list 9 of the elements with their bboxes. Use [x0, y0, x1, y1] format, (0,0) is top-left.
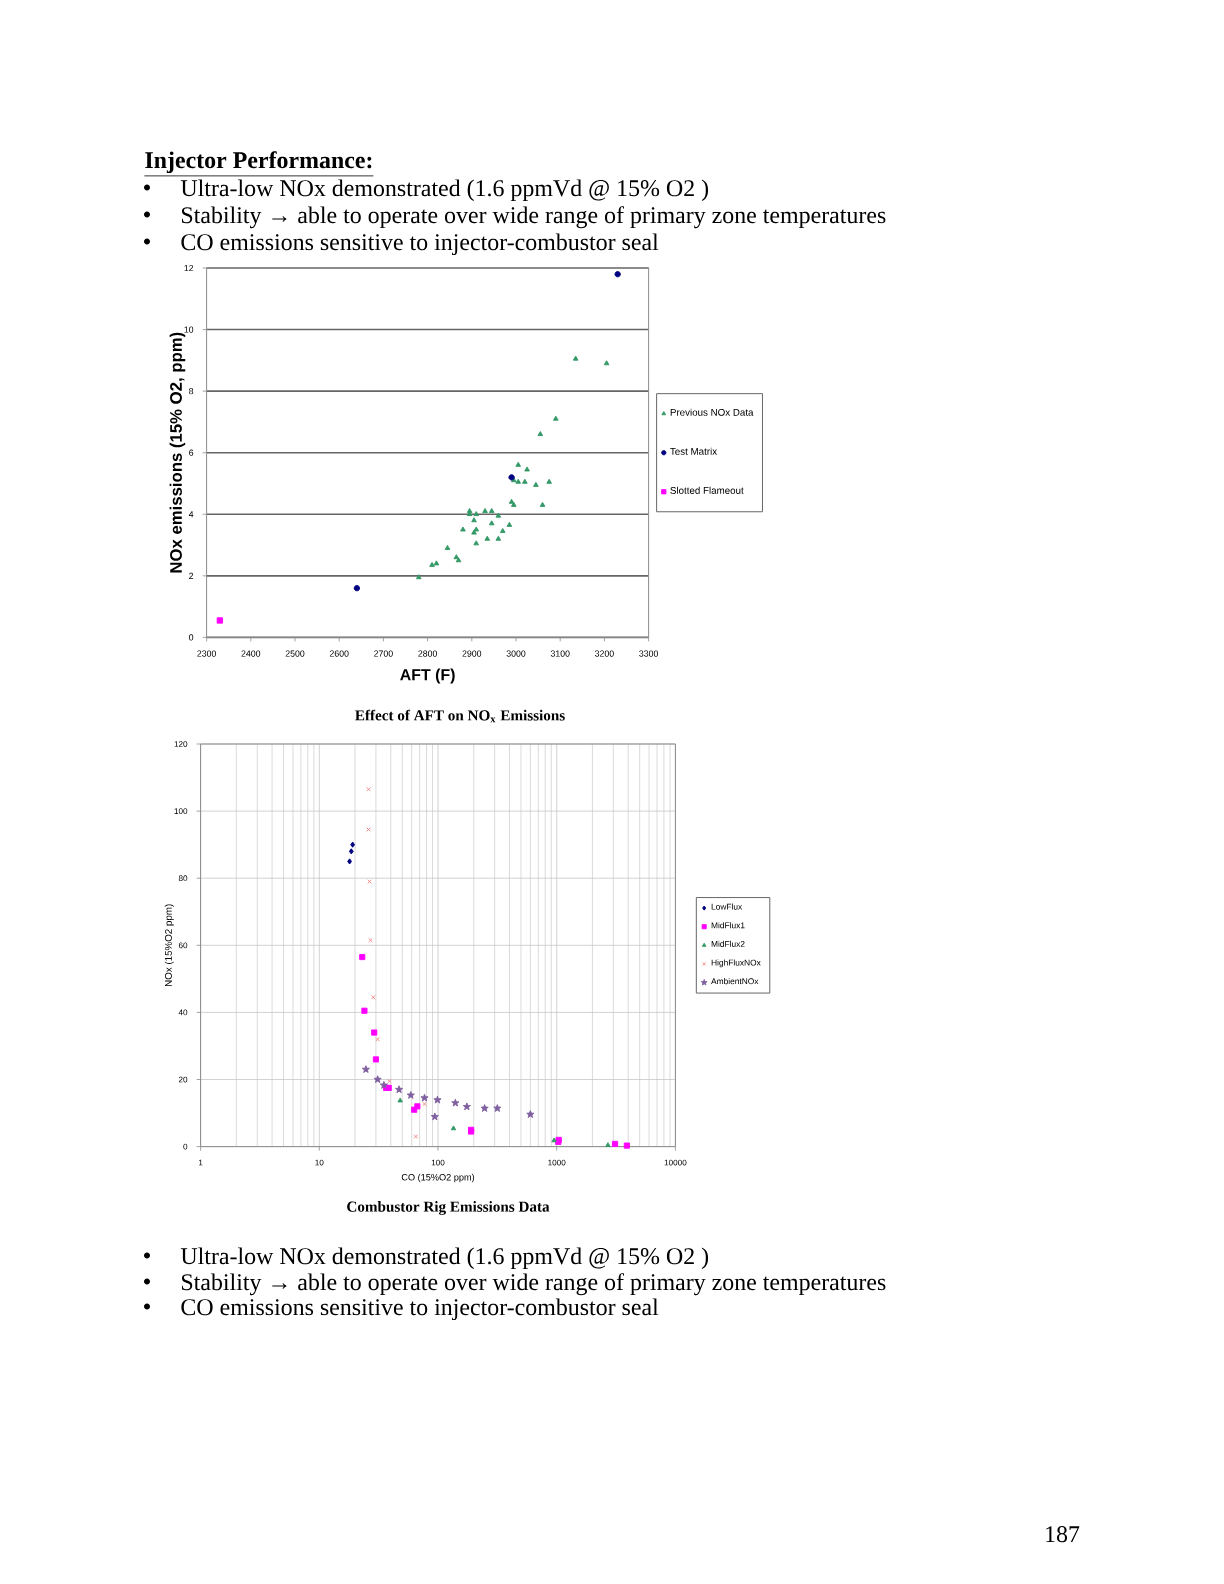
y-axis-title: NOx emissions (15% O2, ppm) [169, 332, 186, 573]
text: Ultra-low NOx demonstrated (1.6 ppmVd @ 15% O2 ) [180, 1247, 709, 1270]
text: Stability → able to operate over wide range of primary zone temperatures [181, 1273, 886, 1296]
text: Ultra-low NOx demonstrated (1.6 ppmVd @ 15% O2 ) [180, 179, 709, 202]
text: 187 [1046, 1526, 1080, 1543]
text: CO emissions sensitive to injector-combustor seal [181, 1298, 659, 1321]
text: CO emissions sensitive to injector-combustor seal [181, 233, 659, 256]
text: Stability → able to operate over wide range of primary zone temperatures [181, 206, 886, 229]
text: Injector Performance: [145, 151, 372, 174]
